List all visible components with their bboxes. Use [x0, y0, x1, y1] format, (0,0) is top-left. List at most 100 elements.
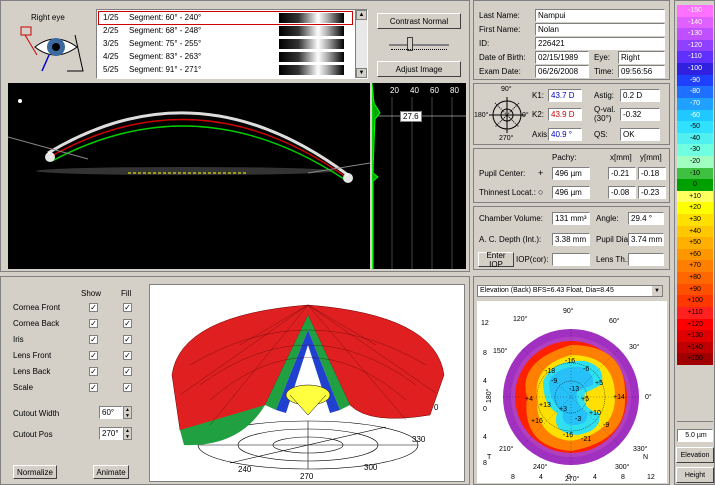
model-label-300: 300	[364, 463, 378, 472]
scale-cell: -90	[677, 74, 713, 87]
layer-label: Iris	[13, 335, 24, 344]
scale-cell: -60	[677, 109, 713, 122]
svg-text:60°: 60°	[609, 317, 620, 325]
angle-field: 29.4 °	[628, 212, 664, 225]
map-type-dropdown[interactable]: Elevation (Back) BFS=6.43 Float, Dia=8.4…	[477, 285, 663, 297]
svg-text:30°: 30°	[629, 343, 640, 351]
svg-text:8: 8	[621, 474, 625, 481]
map-panel: Elevation (Back) BFS=6.43 Float, Dia=8.4…	[473, 276, 670, 485]
svg-text:80: 80	[450, 86, 459, 95]
segment-thumbnail	[279, 26, 344, 36]
dob-field: 02/15/1989	[535, 51, 589, 64]
animate-button[interactable]: Animate	[93, 465, 129, 479]
show-checkbox[interactable]: ✓	[89, 303, 98, 312]
svg-text:+3: +3	[559, 406, 567, 413]
layer-label: Lens Front	[13, 351, 52, 360]
contrast-normal-button[interactable]: Contrast Normal	[377, 13, 461, 29]
angle-label: Angle:	[596, 214, 619, 223]
dob-label: Date of Birth:	[479, 53, 526, 62]
cutout-width-spin[interactable]: ▲ ▼	[123, 406, 132, 419]
segment-row[interactable]: 3/25 Segment: 75° - 255°	[99, 38, 352, 50]
show-header: Show	[81, 289, 102, 298]
cutout-width-field[interactable]: 60°	[99, 406, 123, 419]
model-label-240: 240	[238, 465, 252, 474]
segment-list-scrollbar[interactable]: ▲ ▼	[355, 10, 367, 78]
segment-label: Segment: 91° - 271°	[129, 65, 202, 74]
show-checkbox[interactable]: ✓	[89, 383, 98, 392]
scale-cell: +70	[677, 260, 713, 273]
k1-label: K1:	[532, 91, 545, 100]
show-checkbox[interactable]: ✓	[89, 367, 98, 376]
enter-iop-button[interactable]: Enter IOP	[478, 251, 514, 269]
ac-depth-field: 3.38 mm	[552, 233, 590, 246]
normalize-button[interactable]: Normalize	[13, 465, 57, 479]
densitometry-value: 27.6	[400, 111, 422, 122]
segment-row[interactable]: 1/25 Segment: 60° - 240°	[98, 11, 353, 25]
segment-row[interactable]: 5/25 Segment: 91° - 271°	[99, 64, 352, 76]
scale-step-field[interactable]: 5.0 µm	[677, 429, 713, 442]
time-label: Time:	[594, 67, 614, 76]
pachy-header: Pachy:	[552, 153, 577, 162]
layer-label: Cornea Back	[13, 319, 60, 328]
fill-checkbox[interactable]: ✓	[123, 367, 132, 376]
elevation-mode-button[interactable]: Elevation	[676, 447, 714, 463]
elevation-map[interactable]: 12 8 4 0 4 8 8 4 0 4 8 12 T N 90° 60° 30° 0° 330° 300°…	[477, 301, 667, 483]
compass-left: 180°	[474, 112, 489, 119]
segment-number: 2/25	[103, 26, 119, 35]
chevron-down-icon[interactable]: ▼	[652, 286, 662, 296]
scheimpflug-panel: Right eye 1/25 Segment: 60° - 240° 2/25 Seg…	[0, 0, 470, 272]
segment-thumbnail	[279, 13, 344, 23]
fill-checkbox[interactable]: ✓	[123, 335, 132, 344]
scale-cell: -40	[677, 132, 713, 145]
svg-text:+16: +16	[531, 418, 543, 425]
height-mode-button[interactable]: Height	[676, 467, 714, 483]
svg-text:150°: 150°	[493, 347, 508, 355]
3d-model-view[interactable]: 0 330 300 270 240	[149, 284, 465, 482]
y-header: y[mm]	[640, 153, 662, 162]
scale-cell: -30	[677, 144, 713, 156]
eye-side-label: Eye:	[594, 53, 611, 62]
svg-text:N: N	[643, 454, 648, 461]
svg-text:-16: -16	[563, 432, 573, 439]
fill-checkbox[interactable]: ✓	[123, 351, 132, 360]
thinnest-x: -0.08	[608, 186, 636, 199]
pupil-center-icon: +	[538, 168, 544, 178]
svg-text:0: 0	[567, 474, 571, 481]
svg-text:+13: +13	[539, 402, 551, 409]
scheimpflug-image[interactable]	[7, 83, 371, 269]
pupil-dia-label: Pupil Dia:	[596, 235, 631, 244]
fill-checkbox[interactable]: ✓	[123, 319, 132, 328]
adjust-image-button[interactable]: Adjust Image	[377, 61, 461, 77]
pupil-center-pachy: 496 µm	[552, 167, 590, 180]
model-label-0: 0	[434, 403, 439, 412]
model-panel: Show Fill Cornea Front ✓ ✓ Cornea Back ✓ ✓ Iri…	[0, 276, 470, 485]
scale-cell: +120	[677, 318, 713, 331]
fill-checkbox[interactable]: ✓	[123, 383, 132, 392]
segment-row[interactable]: 2/25 Segment: 68° - 248°	[99, 25, 352, 37]
scale-cell: -20	[677, 155, 713, 168]
thinnest-pachy: 496 µm	[552, 186, 590, 199]
layer-label: Cornea Front	[13, 303, 61, 312]
contrast-slider[interactable]	[389, 37, 449, 53]
show-checkbox[interactable]: ✓	[89, 351, 98, 360]
iop-label: IOP(cor):	[516, 255, 549, 264]
k2-field: 43.9 D	[548, 108, 582, 121]
segment-label: Segment: 83° - 263°	[129, 52, 202, 61]
fill-checkbox[interactable]: ✓	[123, 303, 132, 312]
segment-row[interactable]: 4/25 Segment: 83° - 263°	[99, 51, 352, 63]
cutout-pos-field[interactable]: 270°	[99, 427, 123, 440]
svg-text:+10: +10	[589, 410, 601, 417]
segment-number: 3/25	[103, 39, 119, 48]
show-checkbox[interactable]: ✓	[89, 335, 98, 344]
cutout-pos-spin[interactable]: ▲ ▼	[123, 427, 132, 440]
eye-indicator: Right eye	[3, 3, 93, 81]
iop-field[interactable]	[552, 253, 590, 266]
segment-list[interactable]: 1/25 Segment: 60° - 240° 2/25 Segment: 68° …	[96, 9, 368, 79]
scale-cell: -50	[677, 121, 713, 133]
scale-cell: +60	[677, 248, 713, 261]
segment-number: 1/25	[103, 13, 119, 22]
svg-text:4: 4	[539, 474, 543, 481]
show-checkbox[interactable]: ✓	[89, 319, 98, 328]
densitometry-graph: 20 40 60 80 27.6	[371, 82, 466, 270]
svg-text:40: 40	[410, 86, 419, 95]
